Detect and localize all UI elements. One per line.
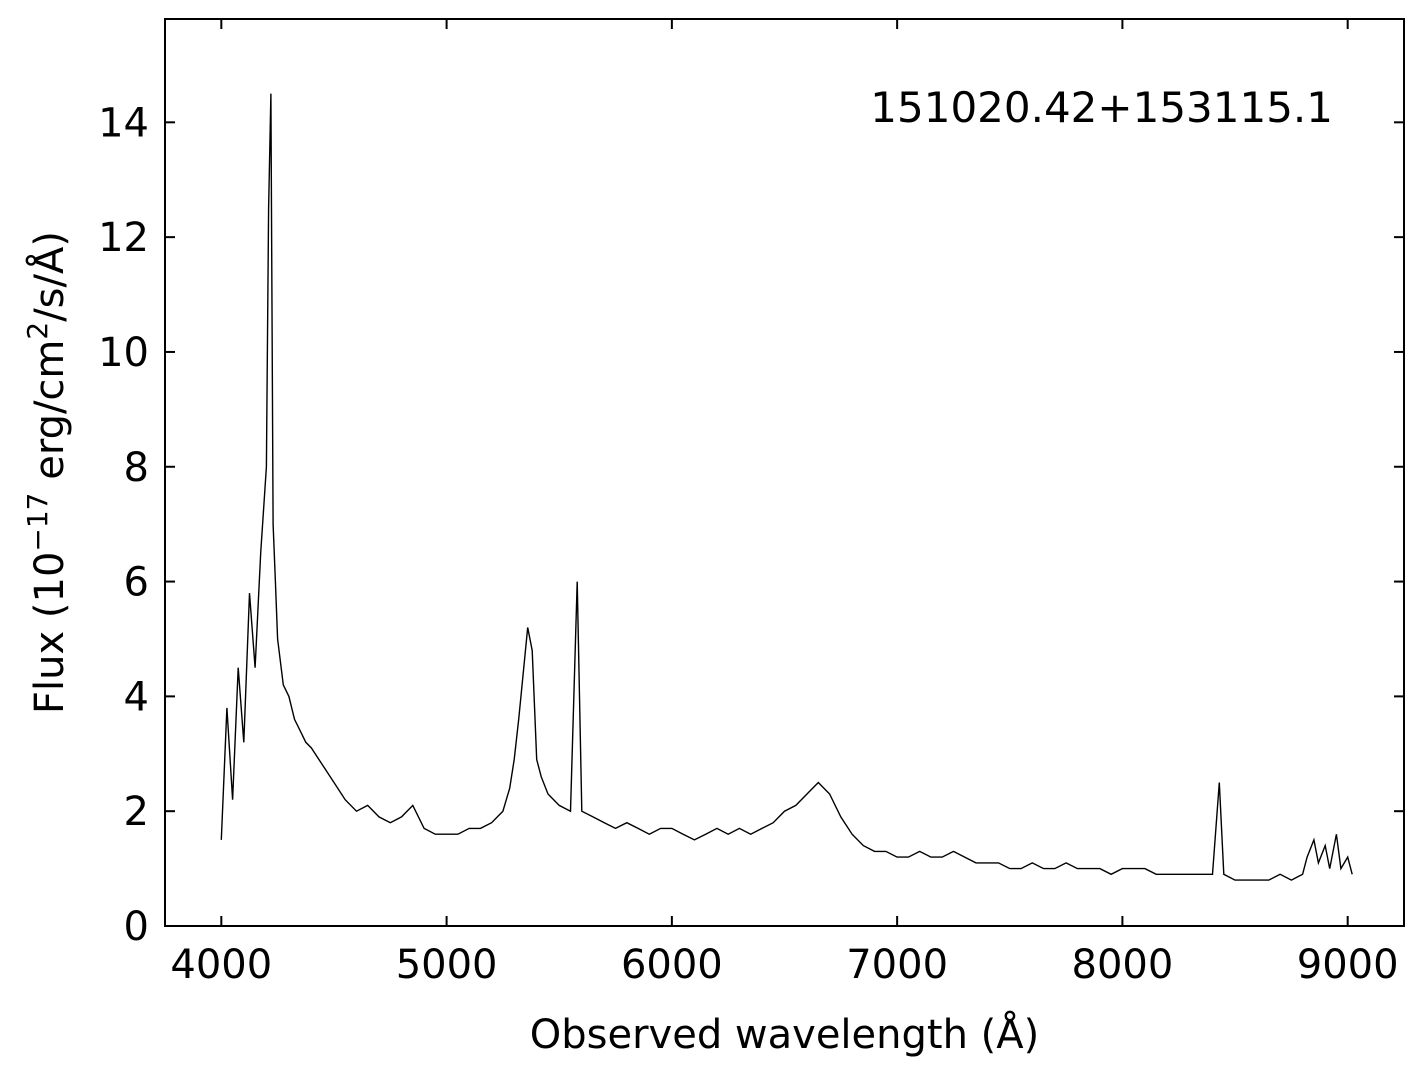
x-tick-label: 8000 bbox=[1072, 942, 1174, 988]
y-axis-label: Flux (10−17 erg/cm2/s/Å) bbox=[21, 231, 73, 714]
y-tick-label: 0 bbox=[124, 904, 149, 950]
object-name-annotation: 151020.42+153115.1 bbox=[870, 83, 1333, 132]
x-tick-label: 5000 bbox=[396, 942, 498, 988]
plot-frame bbox=[164, 18, 1405, 927]
y-tick-label: 8 bbox=[124, 445, 149, 491]
y-tick-label: 12 bbox=[98, 215, 149, 261]
x-tick-label: 4000 bbox=[170, 942, 272, 988]
plot-layer bbox=[220, 93, 1353, 881]
y-tick-label: 10 bbox=[98, 330, 149, 376]
x-axis-label: Observed wavelength (Å) bbox=[530, 1010, 1039, 1058]
ticks-layer: 4000 5000 6000 7000 8000 9000 0 2 4 6 8 10 12 14 bbox=[98, 19, 1404, 988]
y-axis-label-exponent: −17 bbox=[21, 493, 54, 552]
y-tick-label: 14 bbox=[98, 100, 149, 146]
y-tick-label: 4 bbox=[124, 674, 149, 720]
y-axis-label-exponent2: 2 bbox=[21, 322, 54, 340]
y-axis-label-suffix: /s/Å) bbox=[25, 231, 73, 322]
x-tick-label: 7000 bbox=[846, 942, 948, 988]
spectrum-line bbox=[220, 93, 1353, 881]
y-axis-label-prefix: Flux (10 bbox=[27, 552, 73, 714]
y-axis-label-middle: erg/cm bbox=[27, 340, 73, 493]
y-tick-label: 6 bbox=[124, 560, 149, 606]
x-tick-label: 9000 bbox=[1297, 942, 1399, 988]
x-tick-label: 6000 bbox=[621, 942, 723, 988]
y-tick-label: 2 bbox=[124, 789, 149, 835]
